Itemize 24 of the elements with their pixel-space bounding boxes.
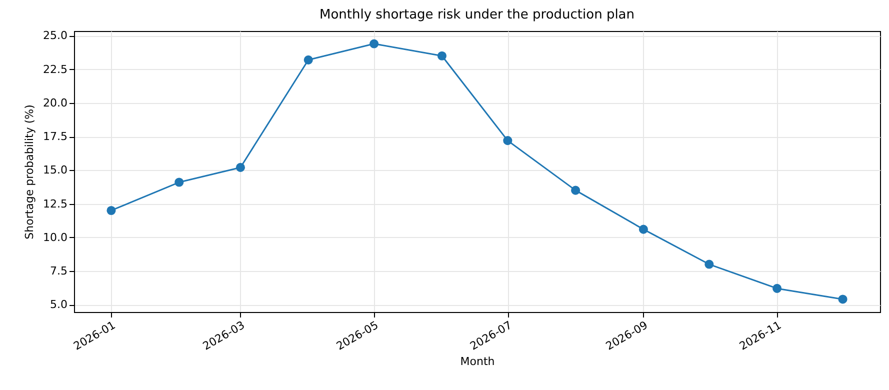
point <box>304 55 313 64</box>
point <box>174 178 184 187</box>
y-tick-label: 15.0 <box>43 164 68 177</box>
point <box>638 224 648 234</box>
point <box>437 51 446 60</box>
x-axis-title: Month <box>460 355 495 368</box>
y-tick-label: 22.5 <box>43 62 68 76</box>
y-axis-title: Shortage probability (%) <box>23 104 36 240</box>
y-tick-label: 7.5 <box>50 264 68 278</box>
point <box>704 260 714 269</box>
y-tick-label: 20.0 <box>43 96 68 110</box>
point <box>370 39 379 48</box>
point <box>236 162 245 172</box>
point <box>838 294 848 304</box>
y-tick-label: 10.0 <box>43 230 68 244</box>
point <box>106 206 116 216</box>
point <box>772 284 782 293</box>
point <box>503 136 512 146</box>
point <box>571 186 580 195</box>
y-tick-label: 5.0 <box>50 298 68 312</box>
y-tick-label: 25.0 <box>43 29 68 42</box>
chart-title: Monthly shortage risk under the production plan <box>319 8 635 23</box>
y-tick-label: 12.5 <box>43 197 68 210</box>
y-tick-label: 17.5 <box>43 130 68 144</box>
